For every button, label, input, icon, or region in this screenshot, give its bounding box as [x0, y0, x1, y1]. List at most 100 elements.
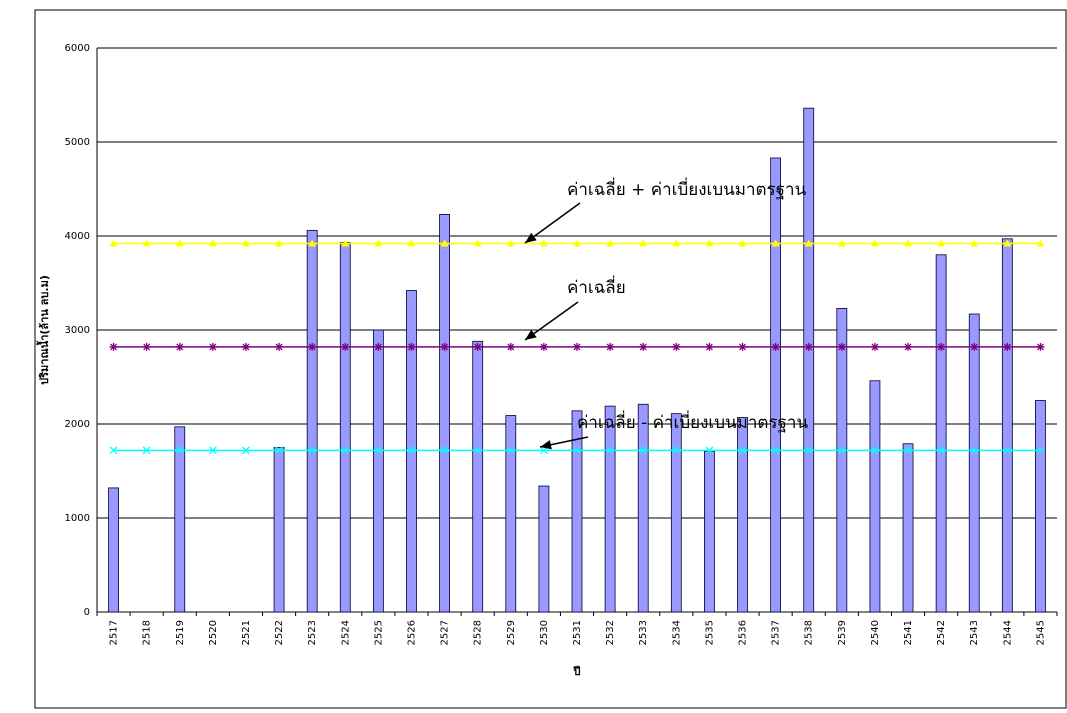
marker	[275, 446, 284, 455]
y-axis-label: ปริมาณน้ำ(ล้าน ลบ.ม)	[36, 275, 51, 385]
annotation: ค่าเฉลี่ย + ค่าเบี่ยงเบนมาตรฐาน	[567, 177, 807, 200]
marker	[870, 446, 879, 455]
bar	[306, 229, 318, 613]
bar	[737, 417, 748, 613]
x-tick-label: 2541	[903, 620, 914, 645]
bar	[174, 426, 186, 613]
marker	[308, 239, 317, 247]
marker	[407, 239, 416, 247]
marker	[208, 239, 217, 247]
marker	[837, 239, 846, 247]
marker	[639, 239, 648, 247]
annotation-arrowhead	[525, 232, 537, 243]
marker	[275, 342, 284, 351]
bar	[339, 242, 351, 613]
x-tick-label: 2539	[837, 620, 848, 645]
marker	[639, 446, 648, 455]
marker	[804, 342, 813, 351]
y-tick-label: 6000	[65, 43, 90, 54]
marker	[175, 342, 184, 351]
marker	[175, 239, 184, 247]
bar	[472, 340, 484, 613]
marker	[771, 239, 780, 247]
marker	[672, 239, 681, 247]
bar	[108, 487, 119, 613]
marker	[937, 446, 946, 455]
marker	[175, 446, 184, 455]
marker	[1036, 342, 1045, 351]
bar	[704, 450, 715, 613]
marker	[473, 342, 482, 351]
annotation-arrow	[524, 202, 581, 244]
x-tick-label: 2520	[208, 620, 219, 645]
marker	[208, 446, 217, 455]
marker	[407, 342, 416, 351]
bar	[1001, 238, 1013, 613]
marker	[970, 342, 979, 351]
x-tick-label: 2536	[738, 620, 749, 645]
marker	[341, 446, 350, 455]
bar	[968, 313, 980, 613]
marker	[374, 239, 383, 247]
bar	[770, 157, 782, 613]
marker	[606, 239, 615, 247]
annotation: ค่าเฉลี่ย - ค่าเบี่ยงเบนมาตรฐาน	[577, 410, 808, 433]
marker	[1036, 239, 1045, 247]
x-tick-label: 2523	[307, 620, 318, 645]
bar	[836, 307, 848, 613]
bar	[505, 415, 517, 613]
bar	[604, 405, 616, 613]
marker	[937, 342, 946, 351]
marker	[705, 342, 714, 351]
y-tick-label: 0	[84, 607, 90, 618]
marker	[970, 239, 979, 247]
marker	[241, 239, 250, 247]
marker	[606, 342, 615, 351]
bar	[637, 403, 649, 613]
marker	[241, 342, 250, 351]
x-tick-label: 2529	[506, 620, 517, 645]
marker	[440, 239, 449, 247]
marker	[473, 239, 482, 247]
marker	[738, 446, 747, 455]
marker	[142, 446, 151, 455]
x-tick-label: 2532	[605, 620, 616, 645]
bar	[571, 410, 583, 613]
marker	[341, 342, 350, 351]
marker	[1003, 342, 1012, 351]
x-tick-label: 2525	[373, 620, 384, 645]
marker	[308, 342, 317, 351]
marker	[705, 239, 714, 247]
x-tick-label: 2542	[936, 620, 947, 645]
marker	[440, 446, 449, 455]
marker	[970, 446, 979, 455]
marker	[870, 342, 879, 351]
x-tick-label: 2518	[142, 620, 153, 645]
marker	[539, 342, 548, 351]
x-tick-label: 2544	[1002, 620, 1013, 645]
x-tick-label: 2519	[175, 620, 186, 645]
x-tick-label: 2535	[704, 620, 715, 645]
marker	[672, 446, 681, 455]
y-tick-label: 5000	[65, 137, 90, 148]
marker	[506, 446, 515, 455]
marker	[904, 446, 912, 455]
marker	[573, 239, 581, 247]
x-tick-label: 2522	[274, 620, 285, 645]
marker	[1036, 446, 1045, 455]
marker	[672, 342, 681, 351]
bar	[902, 443, 914, 613]
marker	[1003, 239, 1012, 247]
bar	[670, 413, 682, 613]
x-axis-label: ปี	[572, 665, 580, 678]
marker	[374, 342, 383, 351]
bar	[1035, 400, 1046, 613]
x-tick-label: 2538	[804, 620, 815, 645]
x-tick-label: 2540	[870, 620, 881, 645]
marker	[473, 446, 482, 455]
x-tick-label: 2524	[340, 620, 351, 645]
x-tick-label: 2531	[572, 620, 583, 645]
y-tick-label: 4000	[65, 231, 90, 242]
marker	[804, 239, 813, 247]
marker	[539, 239, 548, 247]
